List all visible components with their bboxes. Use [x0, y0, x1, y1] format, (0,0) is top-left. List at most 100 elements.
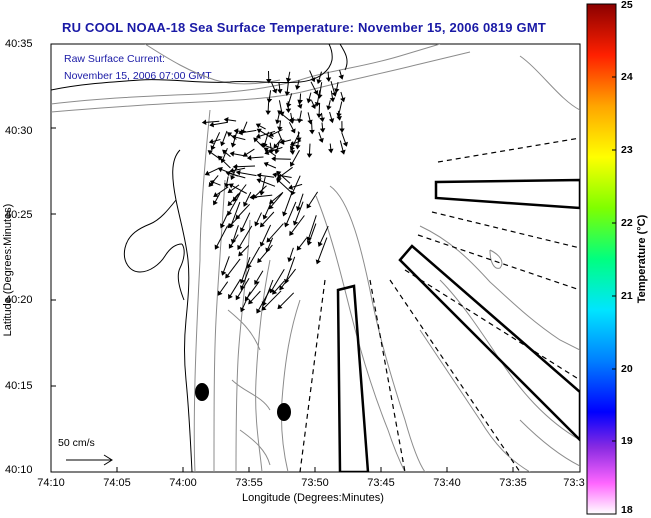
- current-vector-head: [238, 251, 244, 257]
- current-vector-head: [296, 245, 302, 251]
- current-vector-head: [262, 214, 268, 220]
- current-vector-head: [306, 240, 313, 246]
- current-vector-head: [290, 128, 296, 134]
- current-vector: [277, 292, 295, 309]
- current-vector-head: [229, 167, 235, 174]
- current-vector-head: [256, 172, 262, 179]
- current-vector: [289, 215, 305, 236]
- current-vector: [237, 225, 253, 250]
- colorbar-ticks: [612, 76, 616, 442]
- colorbar-tick-label: 21: [621, 290, 633, 302]
- current-vector-head: [221, 270, 227, 276]
- current-vector-head: [260, 142, 266, 149]
- coastline: [51, 44, 348, 472]
- current-vector-head: [231, 134, 237, 140]
- current-vector-head: [268, 131, 274, 137]
- current-vector-head: [253, 137, 259, 143]
- current-vector-head: [222, 149, 228, 155]
- current-vector-head: [277, 304, 283, 310]
- current-vector-head: [340, 97, 346, 103]
- colorbar-tick-label: 23: [621, 144, 633, 156]
- current-vector-head: [284, 222, 290, 228]
- radar-coverage-lines: [299, 137, 580, 472]
- station-marker: [195, 383, 209, 401]
- station-marker: [277, 403, 291, 421]
- current-vector-head: [318, 137, 324, 143]
- current-vector-head: [225, 170, 231, 177]
- current-vector: [233, 184, 247, 202]
- current-vector-head: [268, 204, 274, 210]
- current-vector-head: [217, 290, 223, 296]
- current-vector-head: [259, 222, 265, 228]
- current-vector: [257, 244, 273, 263]
- current-vector-head: [232, 196, 238, 202]
- current-vector-head: [269, 288, 275, 294]
- current-vector-head: [263, 147, 269, 153]
- x-axis-label: Longitude (Degrees:Minutes): [242, 492, 384, 504]
- current-vector: [256, 289, 271, 314]
- current-vector-head: [314, 101, 321, 107]
- current-vector-head: [217, 167, 223, 173]
- current-vector: [240, 268, 250, 290]
- current-vector-head: [232, 163, 238, 170]
- current-vector-head: [275, 119, 281, 125]
- current-vector-head: [235, 295, 241, 301]
- current-vector-head: [228, 293, 233, 300]
- current-vector-head: [261, 301, 267, 307]
- current-vector-head: [259, 190, 265, 196]
- current-vector: [318, 225, 329, 247]
- current-vector-head: [289, 161, 295, 167]
- current-vector-head: [342, 141, 349, 147]
- current-vector-head: [295, 144, 301, 150]
- current-vector-head: [229, 151, 235, 157]
- current-vector-head: [227, 200, 233, 207]
- vector-scale-arrow: [66, 454, 113, 466]
- x-tick-label: 73:35: [499, 477, 527, 489]
- current-vector-head: [319, 128, 326, 133]
- current-vector-head: [272, 172, 278, 178]
- current-vector-head: [223, 117, 229, 123]
- current-vector: [247, 246, 261, 269]
- current-vector-head: [237, 244, 243, 251]
- current-vector-head: [256, 128, 262, 134]
- colorbar-tick-label: 19: [621, 435, 633, 447]
- colorbar-tick-label: 18: [621, 504, 633, 516]
- current-vector: [285, 256, 296, 284]
- current-vector-head: [306, 153, 313, 158]
- current-vector-head: [230, 142, 237, 148]
- current-vector-head: [292, 220, 299, 226]
- current-vector-head: [259, 241, 265, 247]
- current-vector-head: [289, 145, 295, 151]
- current-vector-head: [279, 138, 285, 145]
- y-tick-label: 40:30: [5, 125, 33, 137]
- current-vector-head: [208, 138, 214, 145]
- current-vector-head: [254, 221, 260, 227]
- current-vector-head: [226, 132, 233, 138]
- x-tick-label: 73:50: [301, 477, 329, 489]
- current-vector-head: [329, 97, 336, 103]
- current-vector-head: [328, 118, 335, 124]
- colorbar-label: Temperature (°C): [636, 214, 648, 304]
- current-vector-head: [228, 243, 234, 249]
- current-vector: [235, 277, 250, 300]
- current-vector-head: [240, 307, 246, 313]
- colorbar-tick-label: 22: [621, 217, 633, 229]
- current-vector-head: [276, 174, 282, 180]
- current-vector-head: [339, 128, 345, 133]
- current-vector-head: [227, 210, 233, 216]
- current-vector-head: [331, 91, 338, 97]
- current-vector-head: [306, 98, 312, 104]
- current-vector-head: [285, 77, 292, 83]
- x-tick-label: 73:3: [563, 477, 585, 489]
- current-vector: [260, 224, 272, 247]
- current-vector-head: [340, 149, 346, 155]
- current-vector: [228, 279, 241, 299]
- current-vector-head: [319, 117, 325, 123]
- current-vector-head: [217, 155, 223, 161]
- current-vector-head: [266, 98, 273, 104]
- current-vector-head: [228, 183, 234, 189]
- current-vector-head: [316, 79, 322, 84]
- x-tick-label: 74:10: [37, 477, 65, 489]
- y-tick-label: 40:35: [5, 38, 33, 50]
